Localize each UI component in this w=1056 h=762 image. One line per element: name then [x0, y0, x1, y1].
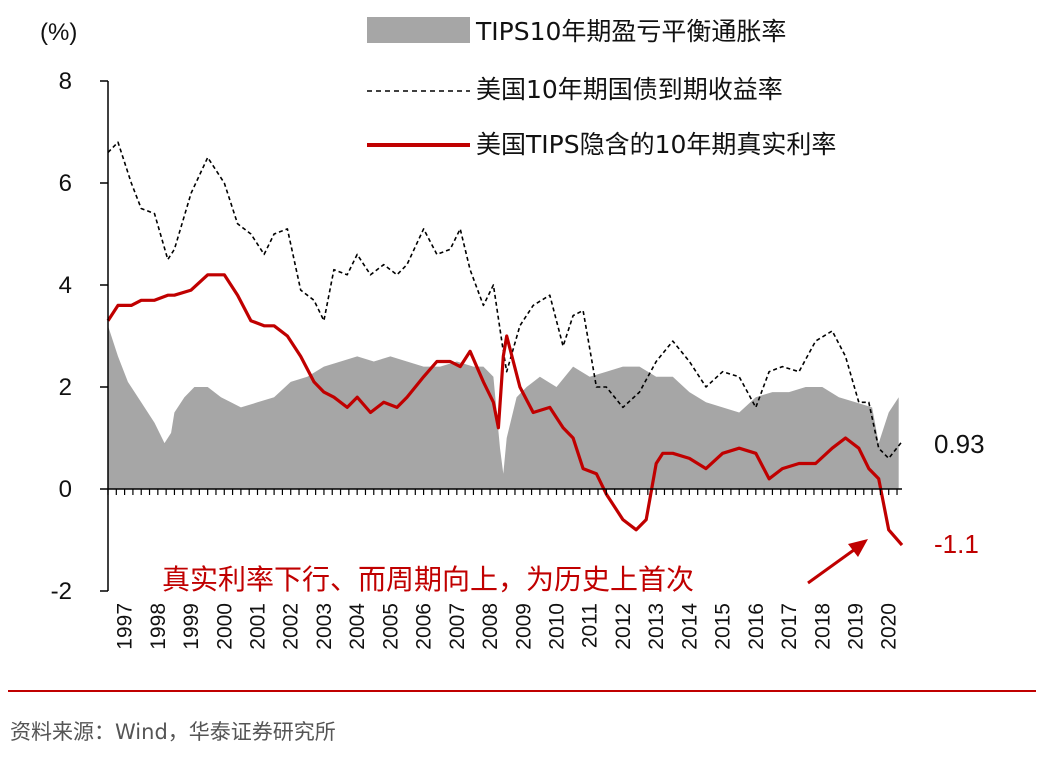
x-tick-label: 2009 [512, 603, 535, 650]
annotation-arrow [807, 539, 868, 585]
x-tick-label: 2004 [346, 603, 369, 650]
x-tick-label: 2017 [778, 603, 801, 650]
series-lines-layer [106, 141, 904, 547]
x-tick-label: 2007 [446, 603, 469, 650]
x-tick-label: 2001 [246, 603, 269, 650]
legend-label-treasury: 美国10年期国债到期收益率 [476, 75, 783, 104]
axes-layer: 8 6 4 2 0 -2 1997 1998 1999 2000 2001 2002 2003 2004 2… [51, 68, 902, 650]
series-area-breakeven [108, 325, 899, 489]
x-tick-label: 1997 [114, 603, 137, 650]
x-tick-label: 2013 [645, 603, 668, 650]
annotation-text: 真实利率下行、而周期向上，为历史上首次 [162, 563, 694, 596]
x-tick-label: 1998 [147, 603, 170, 650]
y-tick-label: 6 [59, 170, 72, 197]
x-tick-label: 2008 [479, 603, 502, 650]
x-tick-label: 2019 [844, 603, 867, 650]
y-tick-label: 2 [59, 374, 72, 401]
footer-divider [8, 690, 1036, 692]
series-line-real-rate [106, 273, 904, 547]
x-tick-label: 2002 [280, 603, 303, 650]
end-label-real-rate: -1.1 [934, 529, 979, 559]
legend-swatch-area [367, 17, 470, 43]
x-tick-label: 2012 [612, 603, 635, 650]
y-tick-label: -2 [51, 578, 72, 605]
x-tick-label: 2003 [313, 603, 336, 650]
y-tick-label: 4 [59, 272, 72, 299]
x-tick-label: 2020 [878, 603, 901, 650]
y-tick-label: 8 [59, 68, 72, 95]
x-tick-label: 2006 [413, 603, 436, 650]
legend-label-breakeven: TIPS10年期盈亏平衡通胀率 [475, 17, 786, 46]
x-tick-label: 2014 [678, 603, 701, 650]
breakeven-area-layer [108, 325, 899, 489]
y-unit-label: (%) [40, 19, 77, 46]
x-tick-label: 2005 [379, 603, 402, 650]
y-tick-label: 0 [59, 476, 72, 503]
end-label-treasury: 0.93 [934, 429, 985, 459]
x-tick-label: 2011 [579, 603, 602, 648]
source-note: 资料来源：Wind，华泰证券研究所 [10, 720, 336, 744]
series-line-treasury-yield [107, 141, 903, 460]
legend-label-real-rate: 美国TIPS隐含的10年期真实利率 [476, 130, 836, 159]
x-tick-label: 2010 [545, 603, 568, 650]
x-tick-label: 2015 [712, 603, 735, 650]
x-tick-label: 2016 [745, 603, 768, 650]
x-tick-label: 2018 [811, 603, 834, 650]
chart-canvas: 8 6 4 2 0 -2 1997 1998 1999 2000 2001 2002 2003 2004 2… [40, 17, 985, 650]
legend: TIPS10年期盈亏平衡通胀率 美国10年期国债到期收益率 美国TIPS隐含的1… [367, 17, 836, 159]
x-tick-label: 1999 [180, 603, 203, 650]
x-tick-label: 2000 [213, 603, 236, 650]
